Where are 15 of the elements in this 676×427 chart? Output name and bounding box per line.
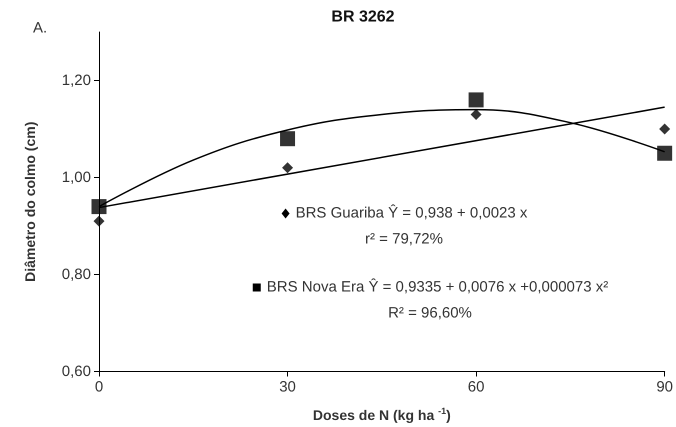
annotation: BRS Nova Era Ŷ = 0,9335 + 0,0076 x +0,000073 x² (266, 278, 608, 296)
text: A. (33, 20, 48, 36)
y-tick-label: 0,80 (62, 266, 91, 283)
x-tick-label: 30 (279, 378, 296, 396)
x-tick-label: 60 (468, 378, 484, 396)
x-tick-label: 90 (656, 378, 673, 396)
y-tick-label: 1,20 (62, 72, 91, 89)
annotation: R² = 96,60% (388, 304, 472, 322)
y-tick-label: 0,60 (62, 363, 91, 380)
x-tick-label: 0 (94, 378, 104, 396)
annotation: r² = 79,72% (365, 230, 443, 248)
annotation: BRS Guariba Ŷ = 0,938 + 0,0023 x (296, 204, 528, 222)
y-tick-label: 1,00 (62, 169, 91, 186)
chart-title: BR 3262 (331, 8, 395, 26)
y-axis-title: Diâmetro do colmo (cm) (22, 122, 38, 282)
